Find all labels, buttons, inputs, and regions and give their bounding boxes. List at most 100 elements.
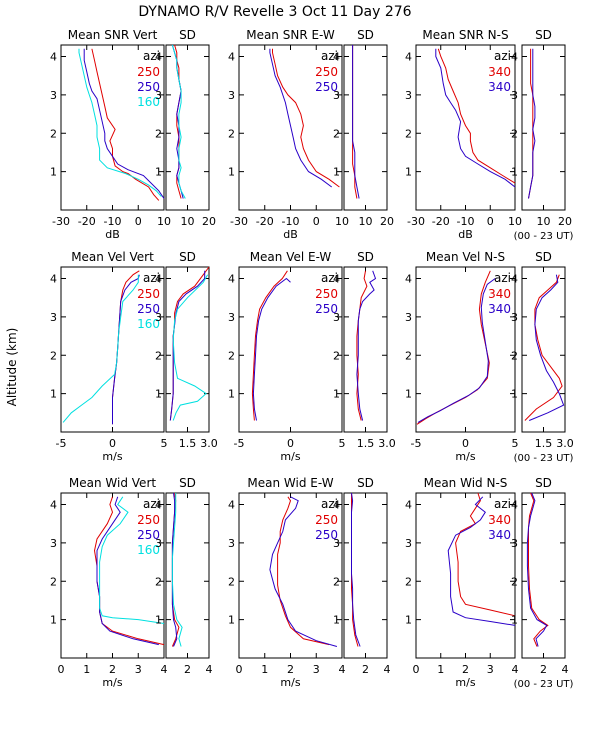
y-tick-label: 3 — [228, 89, 235, 102]
legend-header: azi — [321, 271, 338, 285]
legend-entry-blue: 340 — [488, 528, 511, 542]
y-tick-label: 3 — [511, 537, 518, 550]
x-tick-label: -10 — [104, 215, 122, 228]
x-axis-label: m/s — [280, 676, 300, 689]
legend-header: azi — [143, 271, 160, 285]
y-tick-label: 1 — [333, 614, 340, 627]
x-axis-label: m/s — [102, 676, 122, 689]
y-tick-label: 4 — [511, 273, 518, 286]
y-tick-label: 1 — [155, 614, 162, 627]
series-line-blue — [529, 274, 565, 421]
y-tick-label: 2 — [155, 127, 162, 140]
series-line-blue — [96, 496, 159, 646]
y-tick-label: 2 — [405, 575, 412, 588]
legend-header: azi — [321, 497, 338, 511]
y-tick-label: 1 — [333, 166, 340, 179]
series-line-red — [174, 44, 182, 199]
y-tick-label: 4 — [50, 51, 57, 64]
series-line-cyan — [62, 274, 139, 423]
x-tick-label: 0 — [487, 215, 494, 228]
panel-title: SD — [357, 28, 374, 42]
y-tick-label: 4 — [333, 273, 340, 286]
legend-entry-blue: 250 — [315, 302, 338, 316]
panel-frame — [165, 266, 210, 433]
legend-entry-cyan: 160 — [137, 95, 160, 109]
x-tick-label: -20 — [78, 215, 96, 228]
x-tick-label: -30 — [52, 215, 70, 228]
x-axis-label: m/s — [455, 676, 475, 689]
panel-title: Mean Vel Vert — [71, 250, 154, 264]
y-tick-label: 1 — [511, 614, 518, 627]
y-tick-label: 3 — [50, 89, 57, 102]
series-line-blue — [528, 48, 536, 199]
y-tick-label: 2 — [405, 127, 412, 140]
y-tick-label: 4 — [155, 51, 162, 64]
series-line-blue — [171, 492, 178, 647]
legend-entry-red: 340 — [488, 287, 511, 301]
x-axis-label: dB — [458, 228, 473, 241]
series-line-cyan — [99, 496, 165, 624]
x-tick-label: 0 — [287, 437, 294, 450]
panel-title: SD — [357, 476, 374, 490]
x-tick-label: 3 — [313, 663, 320, 676]
y-tick-label: 3 — [50, 537, 57, 550]
legend-entry-red: 250 — [137, 65, 160, 79]
legend-entry-blue: 250 — [137, 302, 160, 316]
x-tick-label: 0 — [313, 215, 320, 228]
panel-1: Mean SNR Vert -30 -20 -10 0 10 1 2 3 4 dB azi 250250… — [50, 28, 171, 241]
legend-entry-red: 250 — [137, 287, 160, 301]
x-tick-label: -5 — [411, 437, 422, 450]
y-tick-label: 3 — [50, 311, 57, 324]
x-tick-label: 1 — [261, 663, 268, 676]
panel-title: SD — [357, 250, 374, 264]
x-axis-label: dB — [105, 228, 120, 241]
x-tick-label: 1 — [437, 663, 444, 676]
y-tick-label: 3 — [511, 89, 518, 102]
y-tick-label: 1 — [228, 614, 235, 627]
panel-14: SD 2 4 1 2 3 4 — [155, 476, 213, 676]
y-tick-label: 4 — [333, 51, 340, 64]
y-tick-label: 2 — [228, 127, 235, 140]
legend-entry-red: 340 — [488, 513, 511, 527]
x-tick-label: 5 — [161, 437, 168, 450]
series-line-cyan — [172, 274, 209, 421]
x-tick-label: 10 — [181, 215, 195, 228]
panel-4: SD 10 20 1 2 3 4 — [333, 28, 394, 228]
series-line-red — [528, 492, 549, 647]
series-line-blue — [417, 278, 496, 423]
x-tick-label: -5 — [56, 437, 67, 450]
y-tick-label: 1 — [155, 166, 162, 179]
series-line-red — [91, 48, 160, 201]
panel-title: Mean SNR Vert — [68, 28, 158, 42]
time-range-note: (00 - 23 UT) — [514, 231, 574, 242]
x-tick-label: 5 — [512, 437, 519, 450]
legend-header: azi — [494, 49, 511, 63]
panel-title: Mean Vel E-W — [250, 250, 332, 264]
y-tick-label: 2 — [155, 575, 162, 588]
y-tick-label: 4 — [405, 51, 412, 64]
series-line-blue — [447, 496, 516, 626]
x-tick-label: 10 — [537, 215, 551, 228]
series-line-blue — [269, 48, 332, 188]
x-tick-label: 3.0 — [556, 437, 574, 450]
x-tick-label: 0 — [462, 437, 469, 450]
x-axis-label: m/s — [280, 450, 300, 463]
y-tick-label: 4 — [333, 499, 340, 512]
y-tick-label: 2 — [511, 575, 518, 588]
y-tick-label: 1 — [228, 388, 235, 401]
panel-title: Mean SNR N-S — [422, 28, 508, 42]
y-tick-label: 1 — [405, 614, 412, 627]
panel-16: SD 2 4 1 2 3 4 — [333, 476, 391, 676]
series-line-blue — [526, 492, 548, 647]
series-line-blue — [269, 496, 338, 647]
y-tick-label: 1 — [50, 388, 57, 401]
x-axis-label: m/s — [102, 450, 122, 463]
x-tick-label: -20 — [432, 215, 450, 228]
series-line-red — [528, 48, 534, 199]
x-tick-label: 2 — [287, 663, 294, 676]
